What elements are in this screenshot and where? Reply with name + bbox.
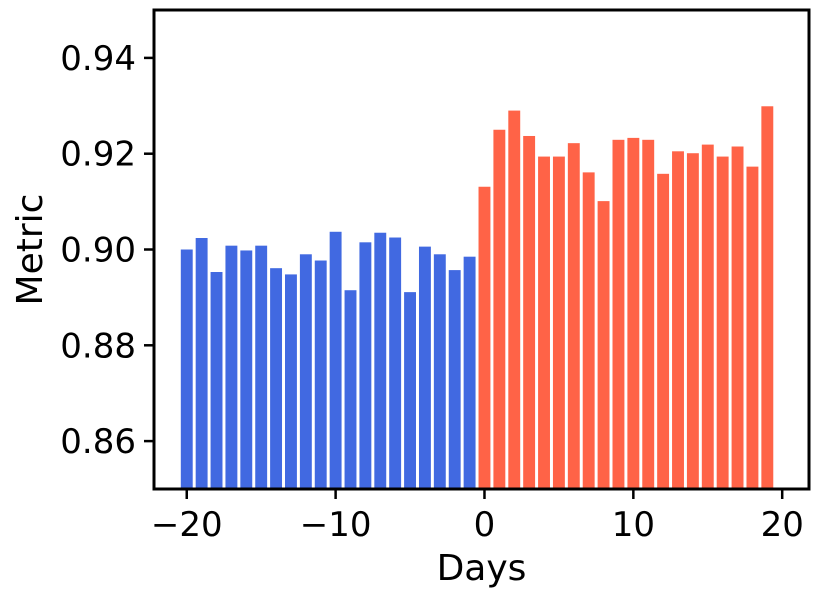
bar-after-day-7 — [582, 172, 595, 489]
bar-before-day--12 — [299, 254, 312, 489]
bar-before-day--8 — [359, 242, 372, 489]
x-tick-label: 10 — [612, 505, 655, 545]
y-tick-label: 0.94 — [60, 39, 136, 79]
bar-after-day-3 — [523, 135, 536, 490]
bar-before-day--3 — [433, 254, 446, 489]
bars-layer — [180, 106, 774, 490]
y-tick-label: 0.90 — [60, 231, 136, 271]
bar-after-day-8 — [597, 201, 610, 489]
bar-after-day-5 — [552, 156, 565, 489]
bar-after-day-18 — [746, 166, 759, 489]
x-tick-label: −10 — [300, 505, 372, 545]
x-axis-ticks: −20 −10 0 10 20 — [151, 489, 804, 545]
bar-before-day--9 — [344, 290, 357, 489]
y-tick-label: 0.88 — [60, 326, 136, 366]
y-axis-label: Metric — [10, 194, 51, 306]
x-tick-label: −20 — [151, 505, 223, 545]
bar-after-day-2 — [508, 110, 521, 489]
bar-before-day--4 — [418, 246, 431, 489]
bar-after-day-9 — [612, 139, 625, 489]
bar-before-day--10 — [329, 231, 342, 489]
bar-before-day--15 — [255, 245, 268, 489]
bar-before-day--18 — [210, 272, 223, 489]
bar-after-day-10 — [627, 137, 640, 489]
bar-after-day-1 — [493, 129, 506, 489]
bar-after-day-19 — [761, 106, 774, 489]
bar-after-day-0 — [478, 186, 491, 489]
bar-before-day--19 — [195, 238, 208, 489]
bar-after-day-6 — [567, 143, 580, 489]
bar-before-day--6 — [389, 237, 402, 489]
x-tick-label: 0 — [474, 505, 496, 545]
bar-before-day--7 — [374, 232, 387, 490]
bar-before-day--20 — [180, 249, 193, 489]
x-tick-label: 20 — [761, 505, 804, 545]
bar-after-day-12 — [657, 173, 670, 489]
bar-before-day--13 — [285, 274, 297, 489]
y-axis-ticks: 0.86 0.88 0.90 0.92 0.94 — [60, 39, 154, 462]
bar-after-day-17 — [731, 146, 744, 489]
bar-before-day--5 — [404, 292, 416, 489]
y-tick-label: 0.86 — [60, 422, 136, 462]
bar-after-day-11 — [642, 139, 655, 489]
bar-before-day--11 — [314, 260, 327, 489]
bar-before-day--14 — [270, 268, 283, 489]
bar-after-day-15 — [701, 144, 714, 489]
bar-after-day-13 — [672, 151, 684, 490]
bar-before-day--17 — [225, 245, 238, 489]
bar-before-day--16 — [240, 250, 253, 489]
bar-after-day-14 — [686, 153, 699, 489]
y-tick-label: 0.92 — [60, 135, 136, 175]
x-axis-label: Days — [437, 548, 527, 589]
bar-before-day--1 — [463, 256, 476, 489]
bar-after-day-16 — [716, 156, 729, 489]
bar-after-day-4 — [538, 156, 550, 489]
bar-before-day--2 — [448, 270, 461, 489]
